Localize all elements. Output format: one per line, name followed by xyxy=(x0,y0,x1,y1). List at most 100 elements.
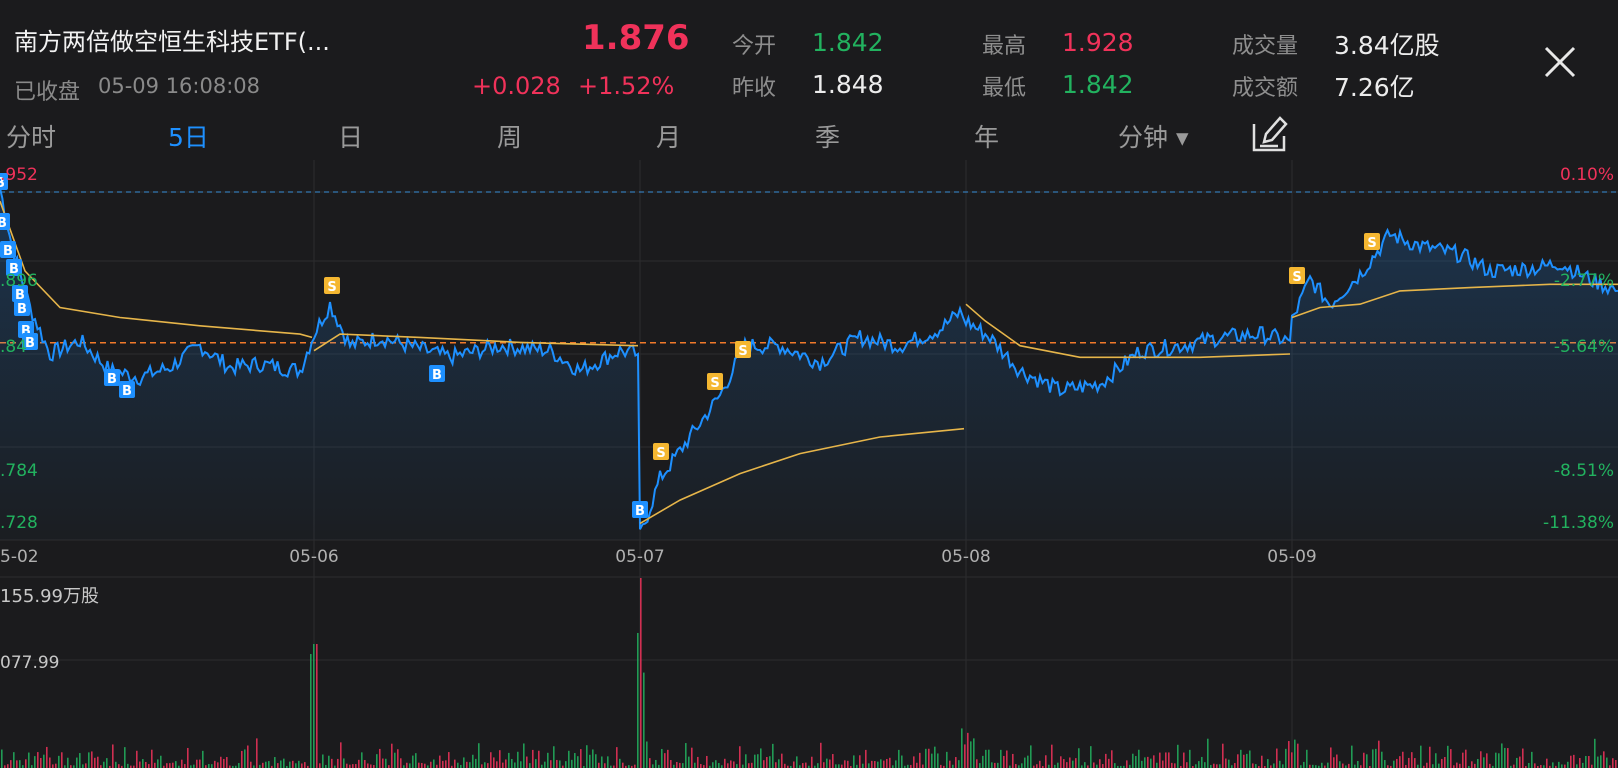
tab-5day[interactable]: 5日 xyxy=(168,123,209,152)
tab-week[interactable]: 周 xyxy=(497,123,523,152)
volume-bar xyxy=(1087,765,1089,768)
volume-bar xyxy=(841,764,843,768)
price-change-percent: +1.52% xyxy=(578,72,675,100)
volume-bar xyxy=(1048,764,1050,768)
volume-bar xyxy=(1012,753,1014,768)
volume-bar xyxy=(1060,756,1062,768)
volume-bar xyxy=(817,763,819,768)
volume-bar xyxy=(826,758,828,768)
volume-bar xyxy=(43,754,45,768)
volume-bar xyxy=(91,751,93,768)
volume-bar xyxy=(982,755,984,768)
volume-bar xyxy=(238,763,240,768)
volume-bar xyxy=(586,745,588,768)
volume-bar xyxy=(397,749,399,768)
volume-bar xyxy=(565,761,567,768)
volume-bar xyxy=(175,761,177,768)
volume-bar xyxy=(598,762,600,768)
marker-label: B xyxy=(0,216,7,231)
volume-bar xyxy=(994,762,996,768)
volume-bar xyxy=(1216,764,1218,768)
volume-bar xyxy=(1327,762,1329,768)
volume-bar xyxy=(487,763,489,768)
volume-bar xyxy=(682,763,684,768)
volume-bar xyxy=(1030,745,1032,768)
volume-bar xyxy=(544,761,546,768)
marker-badge xyxy=(1364,233,1380,250)
volume-bar xyxy=(208,764,210,768)
buy-marker: B xyxy=(22,333,38,351)
volume-bar xyxy=(319,763,321,768)
volume-bar xyxy=(85,763,87,768)
volume-bar xyxy=(1351,745,1353,768)
tab-month[interactable]: 月 xyxy=(656,123,682,152)
tab-day[interactable]: 日 xyxy=(338,123,364,152)
volume-bar xyxy=(1411,752,1413,768)
volume-bar xyxy=(532,749,534,768)
volume-bar xyxy=(595,754,597,768)
volume-bar xyxy=(625,765,627,768)
close-icon xyxy=(1544,46,1576,78)
volume-bar xyxy=(622,762,624,768)
volume-bar xyxy=(211,764,213,768)
volume-bar xyxy=(562,765,564,768)
volume-bar xyxy=(1117,765,1119,768)
volume-bar xyxy=(1024,757,1026,768)
volume-bar xyxy=(1489,763,1491,768)
volume-bar xyxy=(172,762,174,768)
volume-bar xyxy=(589,754,591,768)
volume-bar xyxy=(1378,740,1380,768)
volume-bar xyxy=(280,760,282,768)
volume-bar xyxy=(592,749,594,768)
price-chart[interactable]: BBBBBBBBBBSBBSSSSS .952.896.84.784.7280.… xyxy=(0,160,1618,768)
marker-badge xyxy=(14,299,30,316)
x-axis-label: 05-07 xyxy=(615,547,664,567)
volume-bar xyxy=(34,756,36,768)
tab-quarter[interactable]: 季 xyxy=(815,123,841,152)
volume-bar xyxy=(1519,756,1521,768)
volume-bar xyxy=(1354,764,1356,768)
volume-bar xyxy=(484,762,486,768)
marker-label: B xyxy=(9,262,19,277)
volume-bar xyxy=(49,757,51,768)
close-button[interactable] xyxy=(1542,44,1578,80)
volume-bar xyxy=(853,755,855,768)
volume-bar xyxy=(1486,753,1488,768)
volume-bar xyxy=(1240,749,1242,768)
volume-bar xyxy=(1210,764,1212,768)
volume-bar xyxy=(829,759,831,768)
volume-bar xyxy=(1075,758,1077,768)
volume-bar xyxy=(448,752,450,768)
volume-bar xyxy=(520,761,522,768)
tab-year[interactable]: 年 xyxy=(974,123,1000,152)
volume-bar xyxy=(22,765,24,768)
volume-bar xyxy=(1234,763,1236,768)
volume-bar xyxy=(199,759,201,768)
tab-intraday[interactable]: 分时 xyxy=(6,123,57,152)
volume-bar xyxy=(157,759,159,768)
marker-badge xyxy=(735,341,751,358)
volume-bar xyxy=(430,761,432,768)
volume-bar xyxy=(421,763,423,768)
volume-bar xyxy=(118,764,120,768)
volume-bar xyxy=(340,742,342,768)
marker-badge xyxy=(0,241,16,258)
volume-bar xyxy=(1345,765,1347,768)
volume-bar xyxy=(631,765,633,768)
edit-drawing-button[interactable] xyxy=(1250,114,1290,154)
volume-bar xyxy=(1438,763,1440,768)
volume-bar xyxy=(232,765,234,768)
volume-bar xyxy=(1045,755,1047,768)
volume-bar xyxy=(1099,759,1101,768)
volume-bar xyxy=(1309,764,1311,768)
volume-bar xyxy=(79,753,81,768)
volume-bar xyxy=(169,763,171,768)
tab-minute-dropdown[interactable]: 分钟 ▾ xyxy=(1118,123,1189,152)
volume-bar xyxy=(1102,764,1104,768)
volume-bar xyxy=(511,758,513,768)
buy-marker: B xyxy=(429,365,445,383)
volume-bar xyxy=(1183,752,1185,768)
volume-bar xyxy=(154,762,156,768)
volume-bar xyxy=(1168,752,1170,768)
volume-bar xyxy=(1027,755,1029,768)
